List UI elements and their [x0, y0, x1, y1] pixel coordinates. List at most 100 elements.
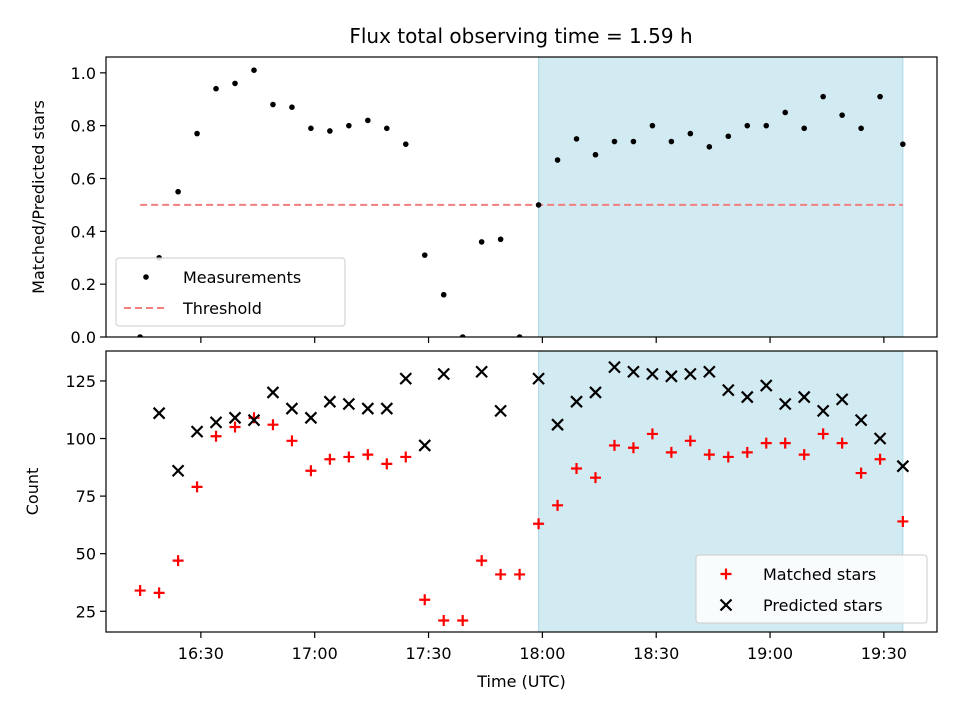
- data-point: [665, 446, 677, 458]
- data-point: [896, 459, 910, 473]
- data-point: [703, 449, 715, 461]
- data-point: [687, 130, 694, 137]
- data-point: [210, 430, 222, 442]
- data-point: [877, 93, 883, 100]
- y-tick-label: 0.0: [71, 328, 96, 347]
- data-point: [171, 464, 185, 478]
- data-point: [759, 379, 773, 392]
- data-point: [782, 109, 789, 116]
- plot-area: [137, 57, 906, 337]
- data-point: [380, 402, 394, 415]
- data-point: [308, 125, 314, 132]
- data-point: [190, 425, 204, 438]
- y-tick-label: 100: [65, 430, 96, 449]
- data-point: [305, 465, 317, 477]
- data-point: [744, 122, 751, 129]
- data-point: [820, 93, 826, 100]
- data-point: [740, 390, 754, 404]
- y-tick-label: 50: [76, 545, 96, 564]
- data-point: [289, 104, 295, 110]
- data-point: [440, 291, 447, 298]
- data-point: [327, 128, 333, 134]
- legend-marker: [143, 274, 149, 280]
- y-tick-label: 0.6: [71, 170, 96, 189]
- data-point: [798, 449, 810, 461]
- data-point: [608, 360, 621, 374]
- y-tick-label: 125: [65, 372, 96, 391]
- data-point: [874, 453, 886, 465]
- data-point: [285, 402, 299, 415]
- legend: Matched stars Predicted stars: [695, 554, 928, 624]
- data-point: [760, 437, 772, 449]
- data-point: [497, 236, 504, 243]
- data-point: [725, 133, 732, 140]
- data-point: [172, 555, 184, 567]
- data-point: [835, 393, 849, 406]
- legend-marker: [720, 568, 732, 580]
- data-point: [665, 370, 678, 383]
- data-point: [134, 585, 146, 597]
- data-point: [475, 365, 488, 379]
- data-point: [778, 397, 792, 411]
- chart-title: Flux total observing time = 1.59 h: [349, 24, 692, 48]
- x-tick-label: 16:30: [178, 644, 224, 663]
- data-point: [552, 499, 564, 511]
- data-point: [365, 117, 371, 124]
- data-point: [457, 614, 469, 626]
- data-point: [362, 449, 374, 461]
- data-point: [304, 411, 318, 425]
- data-point: [646, 367, 659, 381]
- top-panel: 0.0 0.2 0.4 0.6 0.8 1.0 Matched/Predicted star…: [29, 56, 938, 347]
- y-tick-label: 25: [76, 602, 96, 621]
- axes-frame: [105, 56, 938, 338]
- data-point: [267, 419, 279, 431]
- data-point: [722, 383, 735, 397]
- data-point: [571, 462, 583, 474]
- series-matched-stars: [134, 412, 909, 626]
- data-point: [589, 386, 602, 399]
- legend-label: Threshold: [182, 299, 262, 318]
- data-point: [343, 451, 355, 463]
- data-point: [817, 428, 829, 440]
- data-point: [592, 151, 599, 158]
- data-point: [152, 406, 166, 420]
- shaded-region: [538, 57, 904, 337]
- x-tick-label: 17:30: [405, 644, 451, 663]
- data-point: [897, 515, 909, 527]
- series-measurements: [137, 67, 906, 337]
- data-point: [551, 418, 564, 431]
- data-point: [270, 101, 276, 108]
- data-point: [266, 386, 280, 399]
- data-point: [229, 421, 241, 433]
- data-point: [286, 435, 298, 447]
- x-tick-label: 18:00: [519, 644, 565, 663]
- data-point: [703, 365, 716, 379]
- x-tick-label: 18:30: [633, 644, 679, 663]
- y-tick-label: 0.8: [71, 117, 96, 136]
- x-tick-label: 19:30: [861, 644, 907, 663]
- data-point: [763, 122, 770, 129]
- data-point: [779, 437, 791, 449]
- data-point: [437, 367, 450, 381]
- data-point: [554, 157, 561, 163]
- data-point: [251, 67, 257, 74]
- y-axis-label: Count: [23, 468, 42, 516]
- data-point: [495, 568, 507, 580]
- data-point: [232, 80, 238, 87]
- y-tick-label: 0.4: [71, 222, 96, 241]
- data-point: [706, 144, 713, 150]
- legend-box: [115, 257, 346, 327]
- data-point: [342, 397, 356, 411]
- data-point: [419, 594, 431, 606]
- data-point: [668, 138, 675, 145]
- data-point: [175, 188, 181, 195]
- data-point: [646, 428, 658, 440]
- data-point: [630, 138, 637, 145]
- x-tick-label: 19:00: [747, 644, 793, 663]
- data-point: [228, 411, 242, 425]
- data-point: [816, 404, 830, 418]
- data-point: [535, 202, 542, 208]
- data-point: [137, 334, 143, 337]
- data-point: [532, 372, 545, 385]
